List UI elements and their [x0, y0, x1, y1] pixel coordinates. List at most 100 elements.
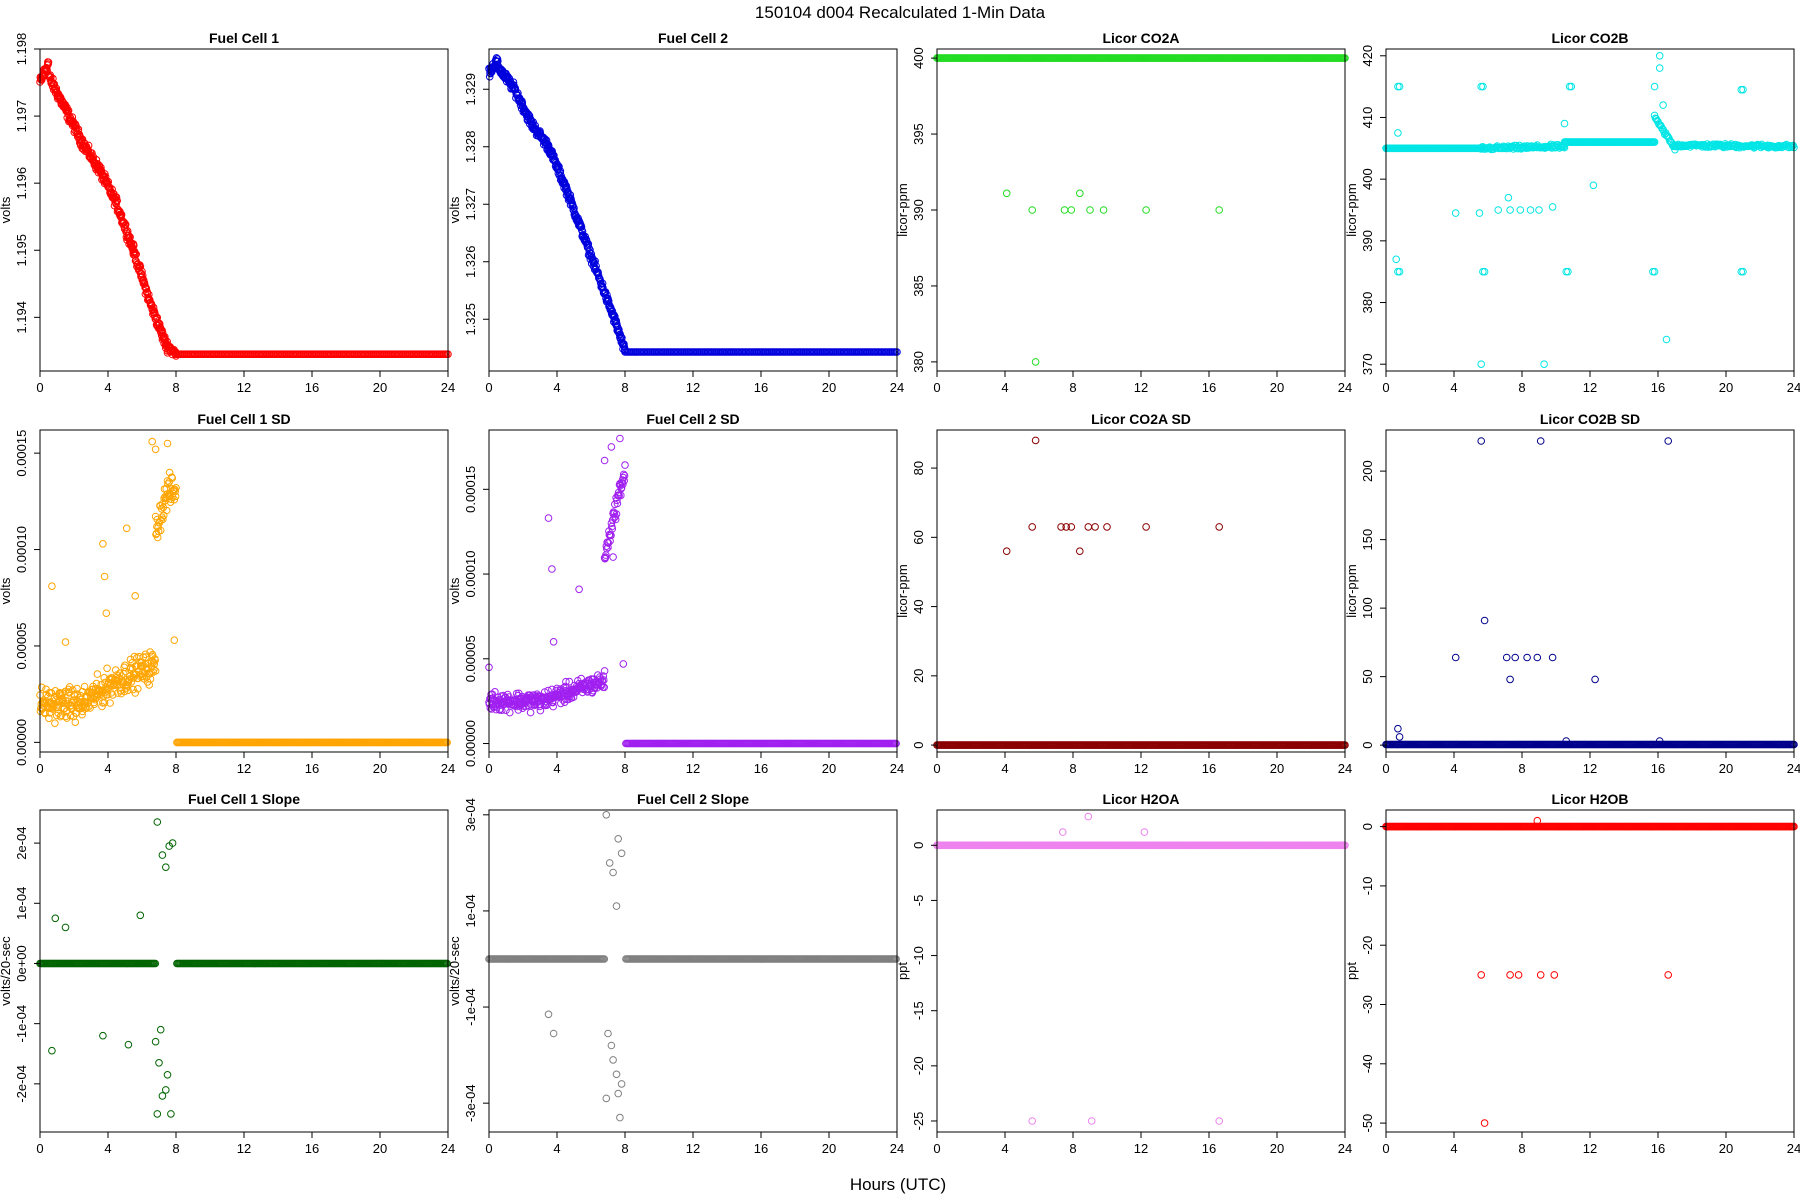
data-point: [1084, 523, 1093, 531]
data-point: [1215, 523, 1223, 531]
data-point: [548, 565, 556, 573]
y-tick-label: 1.329: [463, 73, 478, 106]
x-tick-label: 0: [36, 1141, 43, 1156]
data-point: [1659, 101, 1667, 109]
panel-7: Licor CO2A SD0 4 8 12 16 20 24020406080licor-p…: [895, 411, 1352, 776]
x-tick-label: 12: [237, 761, 251, 776]
data-point: [1477, 437, 1485, 445]
data-point: [163, 439, 172, 448]
y-tick-label: 0e+00: [14, 945, 29, 982]
x-tick-label: 0: [36, 761, 43, 776]
data-point: [49, 74, 57, 83]
data-point: [162, 1086, 170, 1094]
data-point: [1536, 437, 1545, 445]
data-point: [1028, 206, 1036, 214]
data-point: [542, 136, 551, 145]
y-axis-label: licor-ppm: [1344, 183, 1359, 236]
panel-title: Fuel Cell 1 SD: [197, 411, 290, 427]
data-point: [1662, 335, 1671, 344]
data-point: [153, 818, 162, 826]
plot-frame: [1385, 48, 1795, 372]
data-point: [1086, 206, 1094, 214]
data-point: [125, 234, 134, 242]
data-point: [1540, 360, 1548, 369]
data-point: [575, 585, 583, 594]
x-tick-label: 4: [1001, 761, 1008, 776]
data-point: [548, 147, 557, 155]
y-tick-label: 400: [1360, 168, 1375, 190]
x-tick-label: 16: [1651, 380, 1665, 395]
x-tick-label: 12: [1134, 380, 1148, 395]
points: [485, 434, 900, 748]
panel-title: Fuel Cell 1: [209, 30, 279, 46]
y-tick-label: 400: [911, 47, 926, 69]
data-point: [619, 660, 628, 668]
data-point: [1664, 437, 1672, 445]
data-point: [1506, 675, 1514, 684]
y-tick-label: 1.197: [14, 100, 29, 133]
data-point: [591, 257, 599, 265]
x-tick-label: 12: [1134, 761, 1148, 776]
data-point: [68, 113, 77, 121]
data-point: [1480, 616, 1489, 625]
x-tick-label: 20: [373, 761, 387, 776]
x-tick-label: 24: [441, 761, 455, 776]
x-tick-label: 24: [1787, 380, 1800, 395]
data-point: [61, 638, 70, 646]
data-point: [1548, 203, 1557, 211]
x-tick-label: 20: [1270, 380, 1284, 395]
y-tick-label: 1.327: [463, 188, 478, 221]
x-tick-label: 8: [1518, 380, 1525, 395]
data-point: [1142, 523, 1150, 531]
panel-6: Fuel Cell 2 SD0 4 8 12 16 20 240.000000.000050…: [447, 411, 904, 776]
data-point: [124, 1040, 133, 1049]
data-point: [485, 72, 494, 81]
data-point: [1028, 523, 1036, 531]
data-point: [158, 1092, 167, 1100]
panel-2: Fuel Cell 20 4 8 12 16 20 241.3251.3261.3271.3…: [447, 30, 904, 395]
panel-title: Licor CO2B: [1551, 30, 1628, 46]
y-tick-label: 40: [911, 599, 926, 613]
x-tick-label: 8: [172, 1141, 179, 1156]
y-tick-label: 60: [911, 530, 926, 544]
y-tick-label: 0: [1360, 742, 1375, 749]
y-axis-label: volts: [447, 196, 462, 223]
data-point: [100, 572, 109, 581]
data-point: [1523, 653, 1531, 662]
data-point: [1395, 733, 1404, 741]
y-tick-label: 0.00015: [14, 430, 29, 477]
data-point: [108, 185, 116, 194]
y-tick-label: -2e-04: [14, 1065, 29, 1103]
data-point: [99, 1031, 107, 1040]
data-point: [549, 702, 558, 711]
x-tick-label: 24: [890, 761, 904, 776]
y-tick-label: 0.00015: [463, 466, 478, 513]
data-point: [93, 670, 102, 678]
data-point: [1215, 206, 1223, 214]
y-tick-label: 0.00005: [463, 635, 478, 682]
data-point: [1511, 653, 1519, 662]
x-tick-label: 16: [1202, 761, 1216, 776]
data-point: [607, 443, 616, 451]
x-tick-label: 16: [305, 380, 319, 395]
plot-frame: [488, 48, 898, 372]
data-point: [48, 582, 56, 591]
data-point: [158, 326, 166, 335]
y-tick-label: 0.00000: [463, 720, 478, 767]
y-tick-label: 0.00005: [14, 622, 29, 669]
data-point: [170, 636, 179, 645]
y-tick-label: 1.194: [14, 301, 29, 334]
y-tick-label: 395: [911, 123, 926, 145]
y-axis-label: volts: [0, 196, 13, 223]
data-point: [1451, 209, 1460, 217]
panels: Fuel Cell 10 4 8 12 16 20 241.1941.1951.1961.1…: [0, 30, 1800, 1156]
points: [485, 811, 900, 1122]
panel-title: Licor CO2B SD: [1540, 411, 1640, 427]
data-point: [1031, 436, 1040, 445]
data-point: [122, 524, 131, 533]
y-axis-label: licor-ppm: [895, 564, 910, 617]
data-point: [131, 249, 139, 258]
x-tick-label: 4: [1001, 380, 1008, 395]
data-point: [1067, 523, 1076, 531]
